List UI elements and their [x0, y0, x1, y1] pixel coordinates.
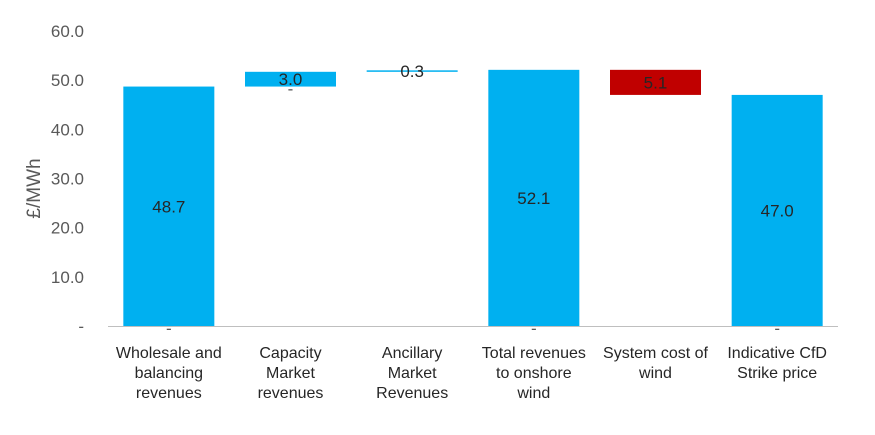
y-tick-label: 20.0	[51, 219, 84, 238]
category-label-1: Wholesale and balancing revenues	[116, 345, 222, 402]
y-tick-label: -	[78, 317, 84, 336]
category-label-line: Market	[388, 365, 437, 382]
category-label-line: Strike price	[737, 365, 817, 382]
y-tick-label: 40.0	[51, 120, 84, 139]
category-label-line: to onshore	[496, 365, 572, 382]
data-label-3: 0.3	[400, 62, 424, 81]
category-label-line: revenues	[258, 385, 324, 402]
x-axis: Wholesale and balancing revenues Capacity Ma…	[108, 326, 838, 402]
data-labels: 48.7-3.0-0.352.1-5.147.0-	[152, 62, 793, 338]
category-label-2: Capacity Market revenues	[258, 345, 324, 402]
y-axis: - 10.0 20.0 30.0 40.0 50.0 60.0	[51, 22, 84, 336]
category-label-line: revenues	[136, 385, 202, 402]
category-label-line: Wholesale and	[116, 345, 222, 362]
baseline-marker-4: -	[531, 319, 537, 338]
y-tick-label: 50.0	[51, 71, 84, 90]
category-label-line: Revenues	[376, 385, 448, 402]
bar-2	[245, 71, 336, 87]
y-tick-label: 60.0	[51, 22, 84, 41]
category-label-4: Total revenues to onshore wind	[482, 345, 586, 402]
bar-5	[610, 69, 701, 95]
category-label-line: Total revenues	[482, 345, 586, 362]
bars	[123, 69, 823, 327]
category-label-line: Ancillary	[382, 345, 442, 362]
y-axis-label: £/MWh	[24, 158, 45, 218]
baseline-marker-6: -	[774, 319, 780, 338]
category-label-line: balancing	[135, 365, 204, 382]
category-label-line: Capacity	[259, 345, 321, 362]
baseline-marker-2: -	[288, 80, 294, 99]
category-label-3: Ancillary Market Revenues	[376, 345, 448, 402]
data-label-1: 48.7	[152, 197, 185, 216]
data-label-6: 47.0	[761, 201, 794, 220]
y-tick-label: 10.0	[51, 268, 84, 287]
baseline-marker-1: -	[166, 319, 172, 338]
y-tick-label: 30.0	[51, 170, 84, 189]
category-label-line: wind	[638, 365, 672, 382]
bar-1	[123, 86, 215, 326]
data-label-4: 52.1	[517, 189, 550, 208]
category-label-line: Market	[266, 365, 315, 382]
category-label-line: Indicative CfD	[727, 345, 827, 362]
bar-6	[731, 94, 823, 327]
category-label-line: System cost of	[603, 345, 708, 362]
category-label-5: System cost of wind	[603, 345, 708, 382]
bar-4	[488, 69, 580, 326]
category-label-6: Indicative CfD Strike price	[727, 345, 827, 382]
category-label-line: wind	[516, 385, 550, 402]
data-label-5: 5.1	[644, 73, 668, 92]
bar-3	[366, 70, 458, 72]
data-label-2: 3.0	[279, 70, 303, 89]
